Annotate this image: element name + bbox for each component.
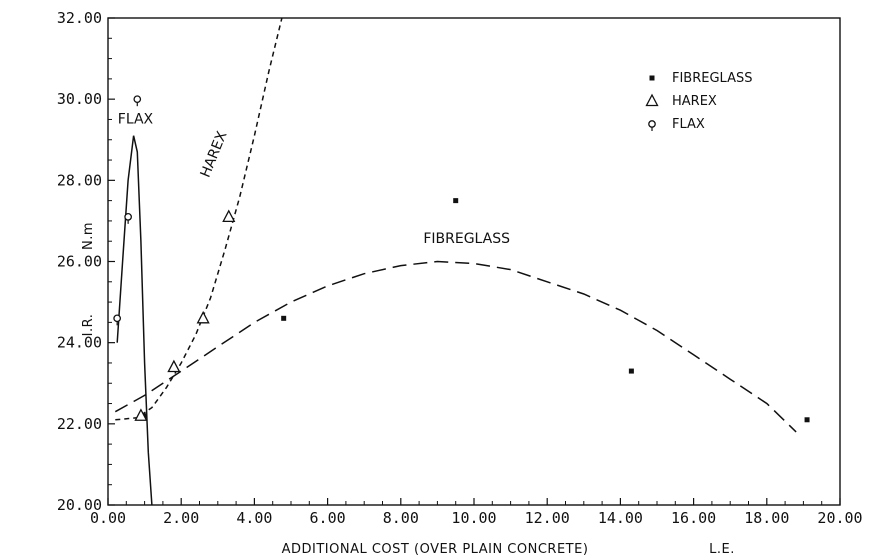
fibreglass-legend-label: FIBREGLASS [672, 71, 753, 86]
legend: FIBREGLASS HAREX FLAX [645, 71, 753, 132]
y-axis-ticks: 20.00 22.00 24.00 26.00 28.00 30.00 32.00 [57, 9, 115, 514]
x-tick-label: 10.00 [451, 509, 496, 527]
y-tick-label: 26.00 [57, 253, 102, 271]
flax-data-point [133, 95, 142, 107]
harex-data-point [167, 359, 181, 373]
x-tick-label: 4.00 [236, 509, 272, 527]
y-axis-label: I.R. [81, 314, 96, 337]
flax-marker-ring [124, 213, 132, 221]
x-tick-label: 18.00 [744, 509, 789, 527]
flax-data-point [113, 314, 122, 326]
fit-curves [114, 17, 797, 506]
y-tick-label: 22.00 [57, 415, 102, 433]
curve-labels: FIBREGLASS HAREX FLAX [118, 112, 510, 248]
x-tick-label: 2.00 [163, 509, 199, 527]
y-tick-label: 24.00 [57, 334, 102, 352]
x-tick-label: 16.00 [671, 509, 716, 527]
harex-data-point [134, 408, 148, 421]
fibreglass-data-point [804, 417, 810, 423]
x-tick-label: 6.00 [310, 509, 346, 527]
y-tick-label: 20.00 [57, 496, 102, 514]
y-axis-unit: N.m [81, 222, 96, 250]
flax-legend-marker [648, 120, 656, 131]
y-tick-label: 30.00 [57, 90, 102, 108]
plot-frame [107, 17, 841, 506]
x-tick-label: 14.00 [598, 509, 643, 527]
harex-legend-label: HAREX [672, 94, 717, 109]
x-axis-ticks: 0.00 2.00 4.00 6.00 8.00 10.00 12.00 14.00 16.00… [90, 498, 863, 527]
harex-data-point [222, 209, 236, 223]
x-tick-label: 8.00 [383, 509, 419, 527]
y-tick-label: 28.00 [57, 171, 102, 189]
harex-data-point [196, 310, 210, 324]
fibreglass-legend-marker [649, 75, 655, 81]
x-axis-unit: L.E. [709, 542, 735, 557]
data-points [113, 95, 810, 423]
flax-marker-ring [113, 314, 122, 323]
x-axis-label: ADDITIONAL COST (OVER PLAIN CONCRETE) [282, 542, 589, 557]
flax-marker-ring [648, 120, 656, 128]
x-tick-label: 0.00 [90, 509, 126, 527]
fibreglass-curve-label: FIBREGLASS [423, 231, 510, 247]
flax-data-point [124, 213, 132, 224]
plot-border [107, 17, 841, 506]
flax-marker-ring [133, 95, 142, 104]
flax-curve-label: FLAX [118, 112, 154, 128]
fibreglass-data-point [453, 198, 459, 204]
y-tick-label: 32.00 [57, 9, 102, 27]
flax-fit-curve [116, 135, 153, 506]
fibreglass-fit-curve [114, 260, 797, 433]
flax-legend-label: FLAX [672, 117, 705, 132]
fibreglass-data-point [281, 315, 287, 321]
fibreglass-data-point [628, 368, 634, 374]
x-tick-label: 20.00 [817, 509, 862, 527]
harex-legend-marker [645, 93, 659, 107]
harex-curve-label: HAREX [198, 129, 231, 180]
x-tick-label: 12.00 [525, 509, 570, 527]
